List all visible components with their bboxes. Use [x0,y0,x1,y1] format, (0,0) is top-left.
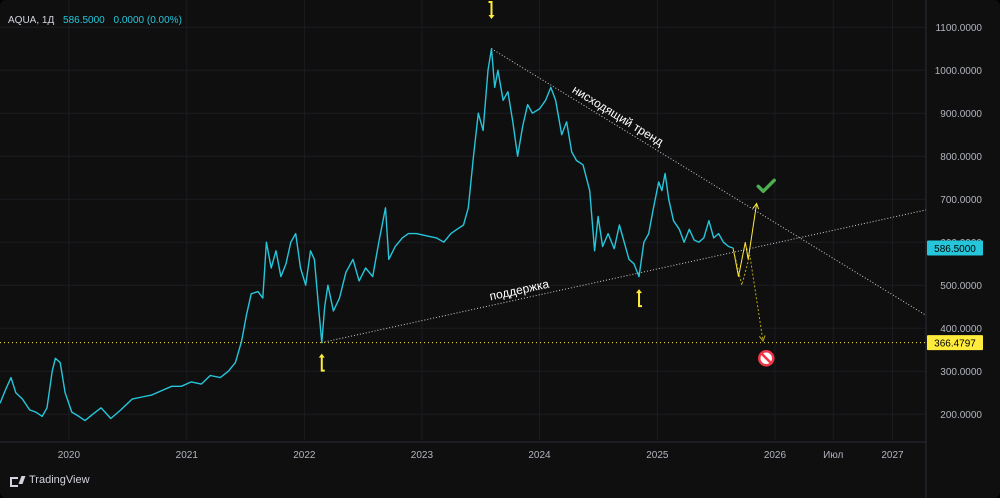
last-price: 586.5000 [63,15,105,26]
trend-line [491,48,927,316]
x-tick-label: 2023 [411,450,434,461]
arrow-up-icon [318,353,325,372]
x-tick-label: 2024 [528,450,551,461]
y-tick-label: 500.0000 [940,281,982,292]
arrow-shape [488,1,495,19]
price-tag-bg [927,240,983,256]
x-tick-label: 2021 [176,450,199,461]
x-tick-label: Июл [823,450,843,461]
projection-path-up [732,203,758,277]
y-tick-label: 800.0000 [940,152,982,163]
trend-line [321,209,927,344]
price-series-line [0,48,734,422]
arrow-up-icon [636,289,643,308]
price-tag-bg [927,335,983,351]
y-tick-label: 700.0000 [940,195,982,206]
y-tick-label: 1000.0000 [935,66,983,77]
projection-arrowhead-down [758,335,766,343]
symbol-label: AQUA, 1Д [8,15,55,26]
x-tick-label: 2022 [293,450,316,461]
x-tick-label: 2027 [881,450,904,461]
x-tick-label: 2020 [58,450,81,461]
trend-line-label: поддержка [488,277,550,304]
branding[interactable]: TradingView [10,474,90,487]
no-entry-icon [757,350,775,367]
price-tag-label: 586.5000 [934,244,976,255]
tradingview-logo-icon [10,475,24,487]
x-tick-label: 2026 [764,450,787,461]
no-entry-bar [760,352,773,365]
projection-path-down [732,247,764,342]
y-tick-label: 1100.0000 [935,23,982,34]
y-tick-label: 400.0000 [940,324,982,335]
price-tag-label: 366.4797 [934,339,976,350]
y-tick-label: 300.0000 [940,367,982,378]
arrow-down-icon [488,1,495,19]
check-shape [756,178,776,194]
price-change: 0.0000 (0.00%) [113,15,182,26]
y-tick-label: 900.0000 [940,109,982,120]
arrow-shape [318,353,325,372]
projection-arrowhead-up [752,202,760,210]
checkmark-icon [756,178,776,194]
arrow-shape [636,289,643,308]
symbol-header: AQUA, 1Д 586.5000 0.0000 (0.00%) [8,15,182,26]
x-tick-label: 2025 [646,450,669,461]
trend-line-label: нисходящий тренд [570,82,666,148]
branding-name: TradingView [29,474,90,486]
y-tick-label: 200.0000 [940,410,982,421]
